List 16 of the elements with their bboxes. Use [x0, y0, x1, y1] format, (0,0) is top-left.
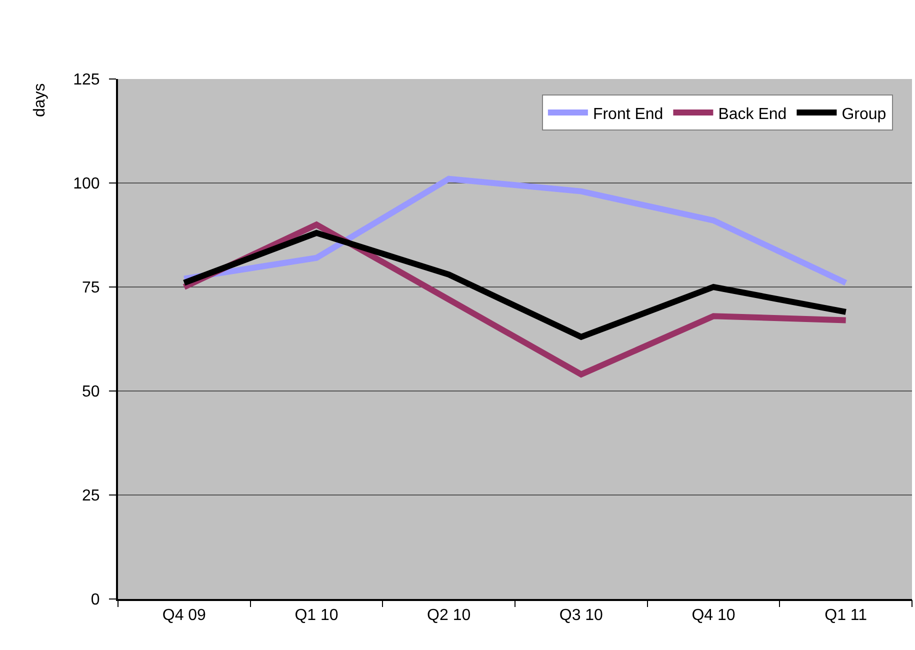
y-tick-label: 125: [73, 72, 100, 89]
x-tick-label: Q4 10: [692, 607, 736, 624]
x-tick-label: Q1 10: [294, 607, 338, 624]
x-tick-label: Q2 10: [427, 607, 471, 624]
x-tick-label: Q4 09: [162, 607, 206, 624]
legend-label: Back End: [718, 106, 787, 123]
x-tick-label: Q1 11: [824, 607, 868, 624]
y-tick-label: 100: [73, 176, 100, 193]
y-tick-label: 0: [90, 592, 100, 609]
legend-label: Front End: [592, 106, 664, 123]
y-axis-title: days: [31, 83, 48, 117]
y-tick-label: 75: [82, 280, 100, 297]
legend-label: Group: [842, 106, 886, 123]
y-tick-label: 50: [82, 384, 100, 401]
y-tick-label: 25: [82, 488, 100, 505]
x-tick-label: Q3 10: [559, 607, 604, 624]
